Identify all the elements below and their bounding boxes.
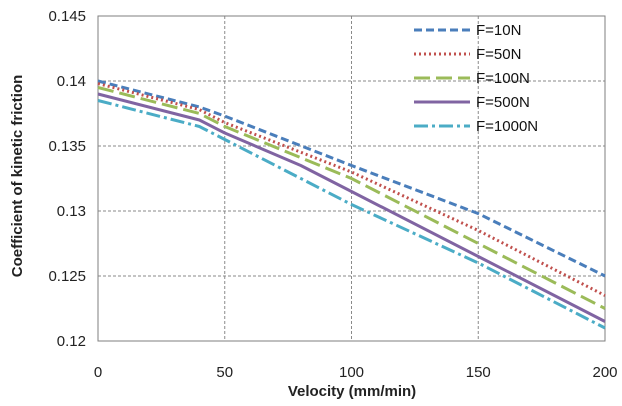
x-tick-label: 200: [592, 364, 617, 381]
legend: F=10N F=50N F=100N F=500N F=1000N: [414, 22, 538, 135]
y-tick-label: 0.13: [57, 203, 86, 220]
y-axis-title: Coefficient of kinetic friction: [9, 75, 26, 278]
series-line: [97, 79, 606, 278]
x-tick-label: 100: [339, 364, 364, 381]
legend-label: F=100N: [476, 70, 530, 87]
series-line: [97, 99, 606, 330]
y-tick-label: 0.135: [48, 138, 86, 155]
legend-label: F=1000N: [476, 118, 538, 135]
y-tick-label: 0.12: [57, 333, 86, 350]
y-tick-label: 0.145: [48, 8, 86, 25]
x-axis-title: Velocity (mm/min): [288, 383, 416, 400]
x-tick-label: 150: [466, 364, 491, 381]
legend-label: F=500N: [476, 94, 530, 111]
series-line: [97, 82, 606, 297]
series-line: [97, 92, 606, 323]
plot-border: [97, 15, 606, 342]
tick-labels: 0 50 100 150 200 0.12 0.125 0.13 0.135 0.14 0.145: [48, 8, 617, 381]
y-tick-label: 0.14: [57, 73, 86, 90]
plot-area-frame: [97, 15, 606, 342]
series-line: [97, 86, 606, 310]
series-lines: [97, 79, 606, 330]
y-tick-label: 0.125: [48, 268, 86, 285]
x-tick-label: 0: [94, 364, 102, 381]
legend-label: F=10N: [476, 22, 521, 39]
x-tick-label: 50: [216, 364, 233, 381]
legend-label: F=50N: [476, 46, 521, 63]
